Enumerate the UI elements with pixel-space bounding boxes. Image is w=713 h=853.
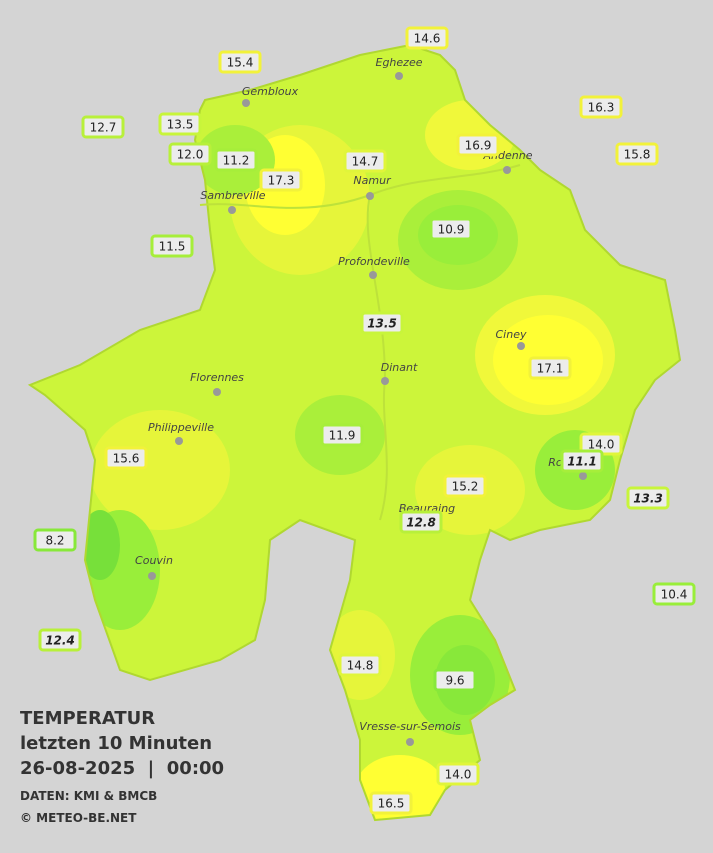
station-box <box>338 653 382 677</box>
station-value: 11.2 <box>223 154 250 168</box>
station-box <box>104 446 148 470</box>
subtitle: letzten 10 Minuten <box>20 733 212 754</box>
station-box <box>456 133 500 157</box>
station-value: 13.3 <box>633 492 663 506</box>
station-box <box>259 168 303 192</box>
city-label: Couvin <box>135 554 173 567</box>
station-box <box>218 50 262 74</box>
city-label: Gembloux <box>242 85 299 98</box>
station-box <box>150 234 194 258</box>
credit: © METEO-BE.NET <box>20 811 137 825</box>
station-box <box>360 311 404 335</box>
city-label: Vresse-sur-Semois <box>359 720 461 733</box>
station-box <box>405 26 449 50</box>
station-box <box>168 142 212 166</box>
station-box <box>652 582 696 606</box>
city-label: Sambreville <box>200 189 265 202</box>
station-value: 12.7 <box>90 121 117 135</box>
station-box <box>615 142 659 166</box>
datetime: 26-08-2025 | 00:00 <box>20 758 224 779</box>
city-dot <box>579 472 587 480</box>
station-value: 14.7 <box>352 155 379 169</box>
city-dot <box>406 738 414 746</box>
city-dot <box>366 192 374 200</box>
station-box <box>429 217 473 241</box>
station-value: 12.8 <box>406 516 436 530</box>
source: DATEN: KMI & BMCB <box>20 789 157 803</box>
station-value: 12.4 <box>45 634 75 648</box>
station-value: 17.3 <box>268 174 295 188</box>
station-box <box>443 474 487 498</box>
station-value: 16.9 <box>465 139 492 153</box>
station-value: 14.6 <box>414 32 441 46</box>
station-box <box>579 95 623 119</box>
station-box <box>560 449 604 473</box>
city-dot <box>381 377 389 385</box>
station-value: 13.5 <box>367 317 397 331</box>
city-dot <box>503 166 511 174</box>
city-label: Profondeville <box>338 255 410 268</box>
city-dot <box>228 206 236 214</box>
station-value: 14.8 <box>347 659 374 673</box>
station-value: 17.1 <box>537 362 564 376</box>
station-value: 10.4 <box>661 588 688 602</box>
station-box <box>158 112 202 136</box>
station-box <box>433 668 477 692</box>
station-box <box>626 486 670 510</box>
station-box <box>33 528 77 552</box>
station-box <box>399 510 443 534</box>
station-value: 12.0 <box>177 148 204 162</box>
station-value: 11.9 <box>329 429 356 443</box>
station-value: 15.6 <box>113 452 140 466</box>
city-dot <box>213 388 221 396</box>
city-dot <box>395 72 403 80</box>
station-box <box>81 115 125 139</box>
city-label: Dinant <box>381 361 418 374</box>
station-value: 16.5 <box>378 797 405 811</box>
station-box <box>214 148 258 172</box>
station-box <box>343 149 387 173</box>
station-value: 9.6 <box>445 674 464 688</box>
city-dot <box>148 572 156 580</box>
city-label: Florennes <box>190 371 244 384</box>
station-box <box>528 356 572 380</box>
station-value: 15.2 <box>452 480 479 494</box>
station-value: 16.3 <box>588 101 615 115</box>
city-dot <box>242 99 250 107</box>
station-value: 14.0 <box>588 438 615 452</box>
city-dot <box>517 342 525 350</box>
station-value: 13.5 <box>167 118 194 132</box>
station-value: 8.2 <box>45 534 64 548</box>
station-box <box>436 762 480 786</box>
station-box <box>369 791 413 815</box>
station-value: 15.4 <box>227 56 254 70</box>
station-value: 11.1 <box>567 455 597 469</box>
city-dot <box>175 437 183 445</box>
city-label: Ciney <box>496 328 527 341</box>
title: TEMPERATUR <box>20 708 155 729</box>
station-value: 15.8 <box>624 148 651 162</box>
city-label: Philippeville <box>148 421 214 434</box>
city-label: Namur <box>353 174 392 187</box>
station-value: 10.9 <box>438 223 465 237</box>
station-box <box>320 423 364 447</box>
city-label: Eghezee <box>376 56 423 69</box>
city-dot <box>369 271 377 279</box>
station-box <box>38 628 82 652</box>
station-value: 14.0 <box>445 768 472 782</box>
station-value: 11.5 <box>159 240 186 254</box>
